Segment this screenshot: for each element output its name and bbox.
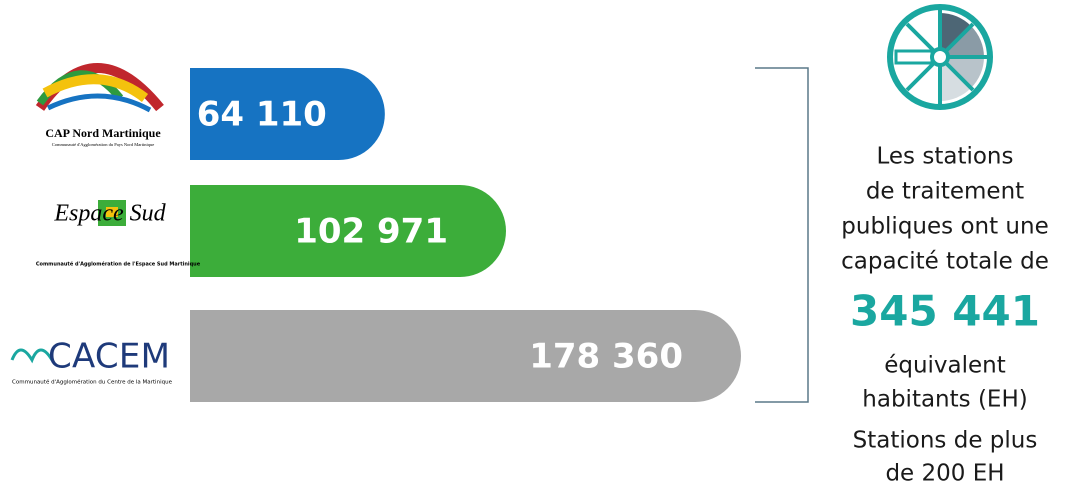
- value-label: 102 971: [294, 212, 448, 252]
- logo: Espace Sud Communauté d'Agglomération de …: [0, 155, 201, 297]
- description: Stations de plus: [853, 428, 1038, 454]
- logo-bg: [0, 280, 190, 422]
- description: capacité totale de: [841, 249, 1049, 275]
- bar: [155, 185, 506, 277]
- logo-subtitle: Communauté d'Agglomération du Centre de …: [12, 379, 173, 386]
- logo-title: CACEM: [48, 337, 170, 377]
- description: Les stations: [877, 144, 1014, 170]
- logo-title: Espace Sud: [53, 201, 166, 227]
- logo-bg: [0, 155, 190, 297]
- total: 345 441: [850, 287, 1040, 336]
- logo-shape: [10, 348, 54, 364]
- description: équivalent: [884, 353, 1006, 379]
- description: habitants (EH): [862, 387, 1027, 413]
- icon: [887, 4, 993, 110]
- description: publiques ont une: [841, 214, 1048, 240]
- bar: [155, 310, 741, 402]
- value-label: 64 110: [197, 95, 327, 135]
- bar: [155, 68, 385, 160]
- logo-subtitle: Communauté d'Agglomération du Pays Nord …: [52, 142, 154, 147]
- logo-shape: [106, 207, 118, 217]
- logo-subtitle: Communauté d'Agglomération de l'Espace S…: [36, 261, 201, 268]
- description: de 200 EH: [885, 461, 1004, 483]
- description: de traitement: [866, 179, 1024, 205]
- logo-shape: [46, 93, 152, 113]
- logo: CACEM Communauté d'Agglomération du Centr…: [0, 280, 190, 422]
- logo-title: CAP Nord Martinique: [45, 126, 161, 140]
- bracket: [755, 67, 809, 403]
- logo-shape: [42, 74, 149, 103]
- value-label: 178 360: [529, 337, 683, 377]
